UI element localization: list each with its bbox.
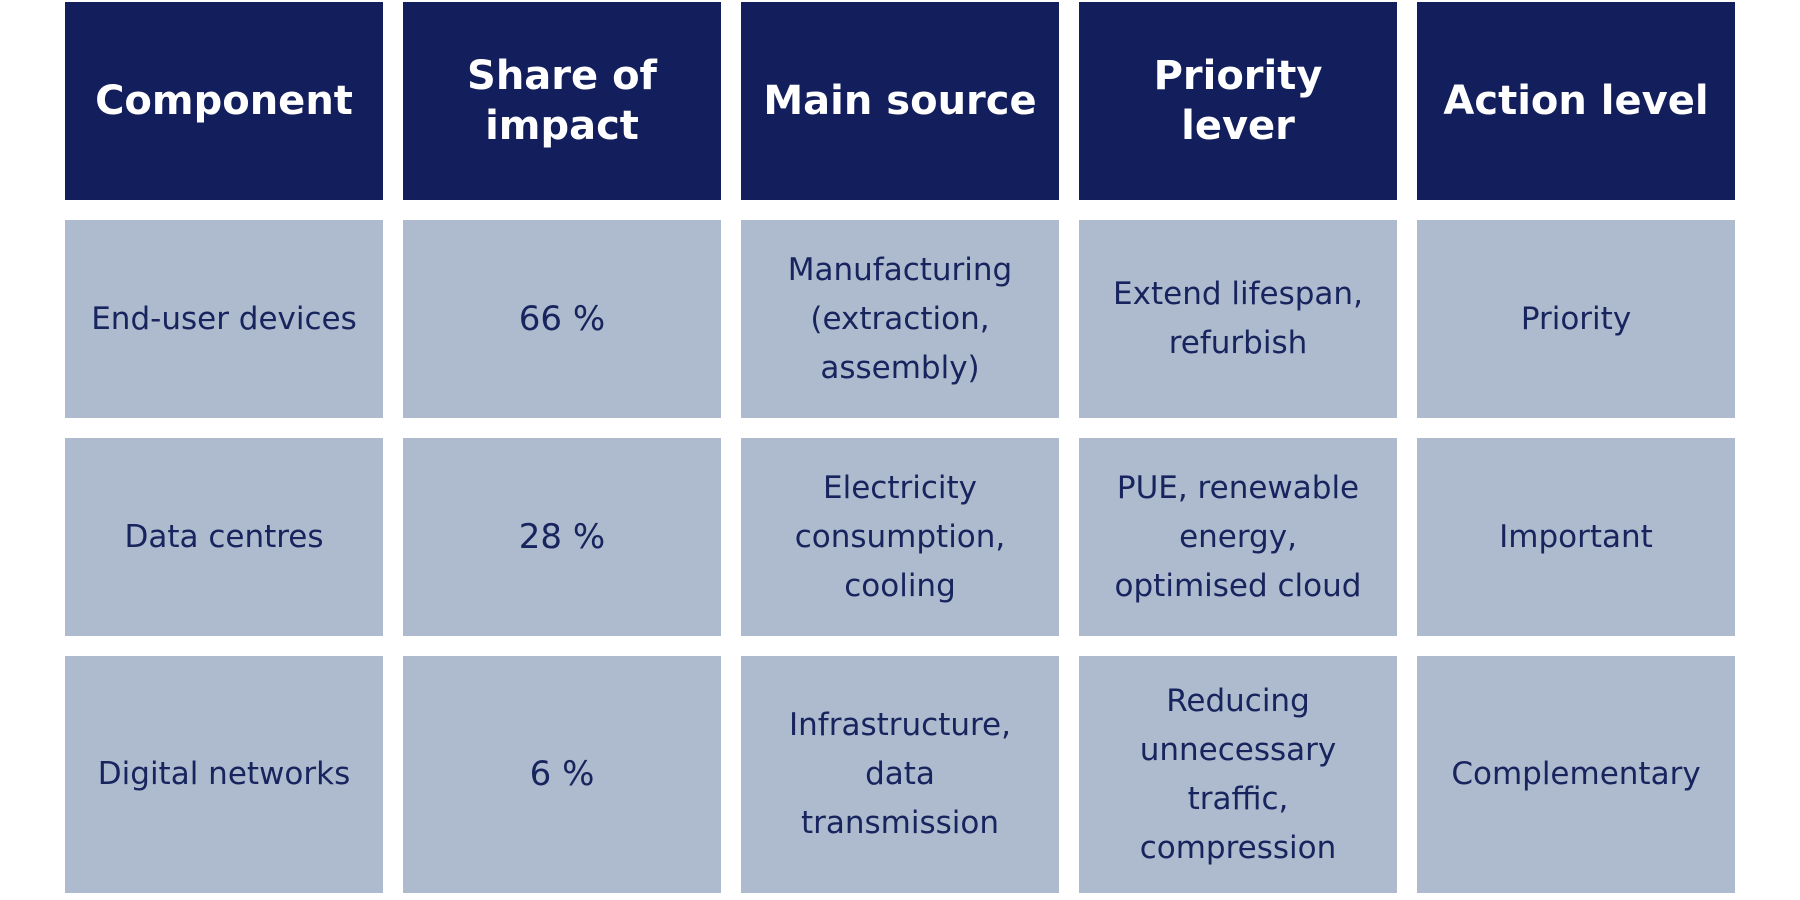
cell-priority-lever: Extend lifespan, refurbish bbox=[1079, 220, 1397, 418]
cell-share: 66 % bbox=[403, 220, 721, 418]
cell-share: 28 % bbox=[403, 438, 721, 636]
header-component: Component bbox=[65, 2, 383, 200]
cell-action-level: Priority bbox=[1417, 220, 1735, 418]
header-share-of-impact: Share of impact bbox=[403, 2, 721, 200]
cell-main-source: Electricity consumption, cooling bbox=[741, 438, 1059, 636]
header-main-source: Main source bbox=[741, 2, 1059, 200]
cell-component: Data centres bbox=[65, 438, 383, 636]
cell-main-source: Infrastructure, data transmission bbox=[741, 656, 1059, 893]
cell-action-level: Important bbox=[1417, 438, 1735, 636]
header-priority-lever: Priority lever bbox=[1079, 2, 1397, 200]
header-action-level: Action level bbox=[1417, 2, 1735, 200]
cell-main-source: Manufacturing (extraction, assembly) bbox=[741, 220, 1059, 418]
cell-component: Digital networks bbox=[65, 656, 383, 893]
cell-priority-lever: Reducing unnecessary traffic, compressio… bbox=[1079, 656, 1397, 893]
cell-component: End-user devices bbox=[65, 220, 383, 418]
cell-action-level: Complementary bbox=[1417, 656, 1735, 893]
cell-priority-lever: PUE, renewable energy, optimised cloud bbox=[1079, 438, 1397, 636]
cell-share: 6 % bbox=[403, 656, 721, 893]
impact-table: Component Share of impact Main source Pr… bbox=[65, 2, 1735, 897]
